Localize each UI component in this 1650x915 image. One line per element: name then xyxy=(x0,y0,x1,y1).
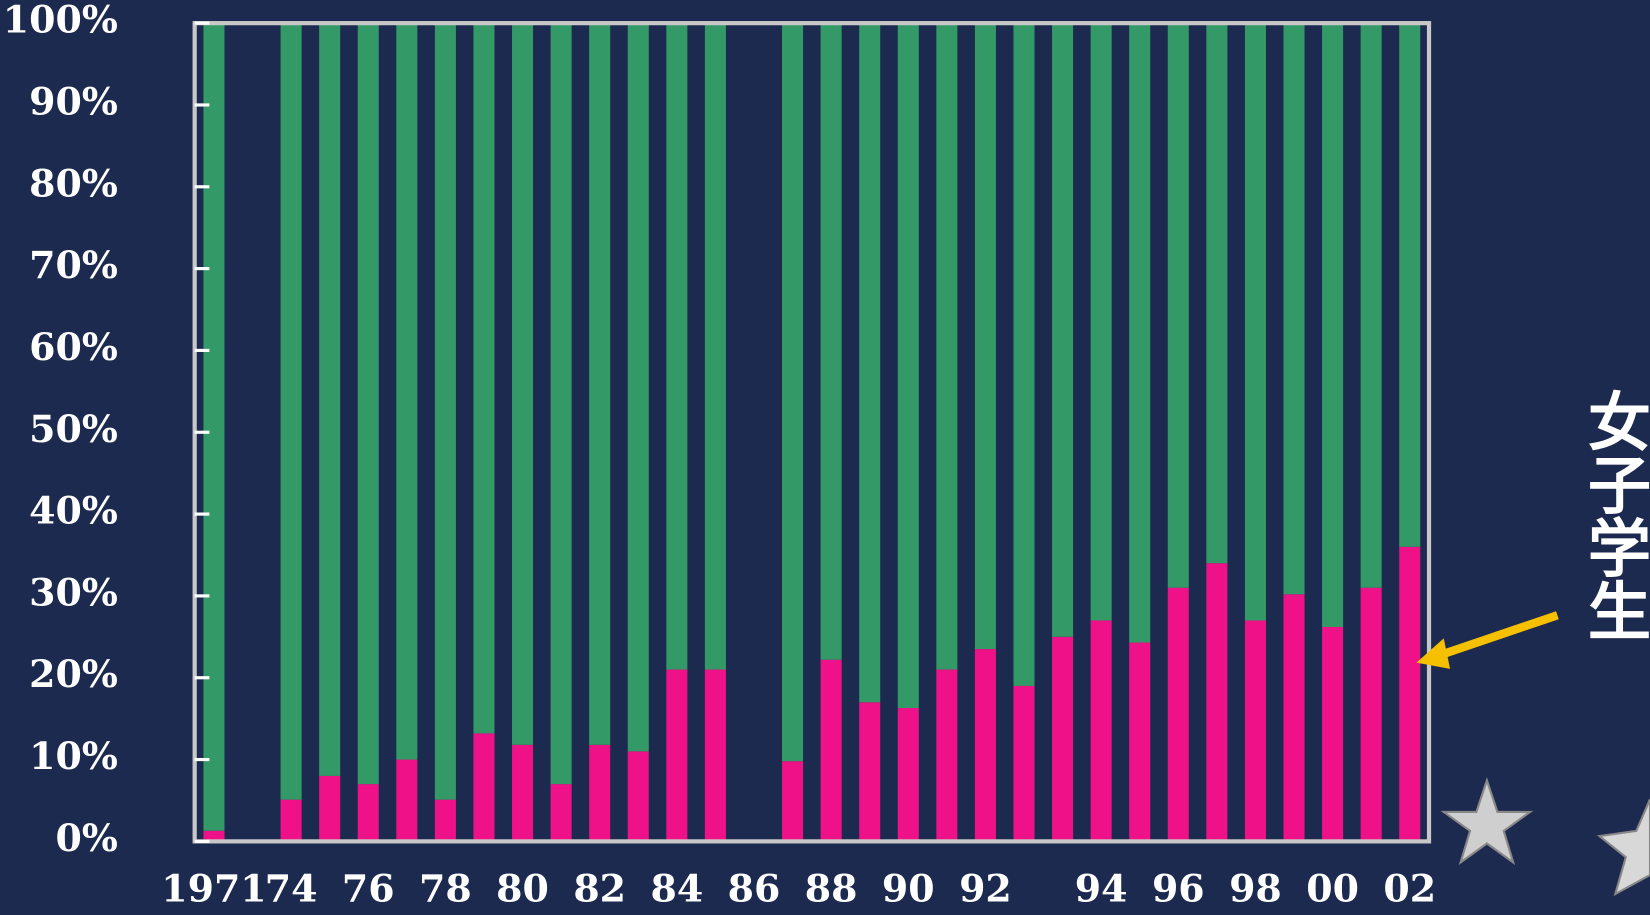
bar-segment xyxy=(705,23,726,669)
page: {"chart_data": {"type": "stacked-bar", "… xyxy=(0,0,1650,915)
bar-segment xyxy=(898,708,919,841)
bar-segment xyxy=(1399,547,1420,842)
bar-segment xyxy=(1245,620,1266,841)
bar-segment xyxy=(473,733,494,841)
x-tick-label: 86 xyxy=(728,865,781,910)
bar-segment xyxy=(435,23,456,800)
x-tick-label: 98 xyxy=(1229,865,1282,910)
bar-segment xyxy=(821,23,842,660)
bar-segment xyxy=(1091,620,1112,841)
bar-segment xyxy=(396,23,417,759)
bar-segment xyxy=(1129,23,1150,642)
bar-segment xyxy=(782,23,803,761)
bar-segment xyxy=(396,760,417,842)
x-tick-label: 88 xyxy=(805,865,858,910)
bar-segment xyxy=(358,784,379,841)
x-tick-label: 84 xyxy=(650,865,703,910)
bar-segment xyxy=(589,745,610,842)
y-tick-label: 60% xyxy=(29,324,118,369)
bar-segment xyxy=(551,23,572,784)
y-tick-label: 40% xyxy=(29,488,118,533)
x-tick-label: 80 xyxy=(496,865,549,910)
bar-segment xyxy=(1168,588,1189,842)
x-tick-label: 00 xyxy=(1306,865,1359,910)
chart: 女子学生 0% 10% 20% 30% 40% 50% 60% 70% 80% 90% 100% 19… xyxy=(0,0,1650,915)
y-tick-label: 100% xyxy=(3,0,118,42)
annotation: 女子学生 xyxy=(1578,389,1650,642)
bar-segment xyxy=(975,23,996,649)
y-tick-label: 0% xyxy=(56,815,118,860)
bar-segment xyxy=(1361,588,1382,842)
x-tick-label: 82 xyxy=(573,865,626,910)
bar-segment xyxy=(1052,23,1073,637)
bar-segment xyxy=(203,23,224,831)
bar-segment xyxy=(435,800,456,842)
bar-segment xyxy=(1013,686,1034,841)
bar-segment xyxy=(666,23,687,669)
bar-segment xyxy=(512,745,533,842)
bar-segment xyxy=(859,23,880,702)
bar-segment xyxy=(319,23,340,776)
y-tick-label: 90% xyxy=(29,78,118,123)
bar-segment xyxy=(782,761,803,841)
bar-segment xyxy=(1129,643,1150,842)
bar-segment xyxy=(1206,563,1227,841)
bar-segment xyxy=(936,670,957,842)
bar-segment xyxy=(1283,594,1304,841)
bar-segment xyxy=(551,784,572,841)
bar-segment xyxy=(1091,23,1112,620)
bar-segment xyxy=(473,23,494,733)
x-tick-label: 02 xyxy=(1383,865,1436,910)
x-tick-label: 90 xyxy=(882,865,935,910)
bar-segment xyxy=(358,23,379,784)
y-tick-label: 80% xyxy=(29,160,118,205)
bar-segment xyxy=(859,702,880,841)
bar-segment xyxy=(1322,627,1343,841)
bar-segment xyxy=(319,776,340,841)
y-tick-label: 70% xyxy=(29,242,118,287)
bar-segment xyxy=(1206,23,1227,563)
bar-segment xyxy=(666,670,687,842)
bar-segment xyxy=(1361,23,1382,588)
x-tick-label: 96 xyxy=(1152,865,1205,910)
y-tick-label: 10% xyxy=(29,733,118,778)
bar-segment xyxy=(1283,23,1304,594)
y-tick-label: 20% xyxy=(29,651,118,696)
bar-segment xyxy=(1322,23,1343,627)
bar-segment xyxy=(898,23,919,708)
y-tick-label: 50% xyxy=(29,406,118,451)
bar-segment xyxy=(628,23,649,751)
x-tick-label: 74 xyxy=(265,865,318,910)
bar-segment xyxy=(975,649,996,841)
bar-segment xyxy=(705,670,726,842)
x-tick-label: 76 xyxy=(342,865,395,910)
bar-segment xyxy=(1052,637,1073,842)
x-tick-label: 78 xyxy=(419,865,472,910)
bar-segment xyxy=(589,23,610,745)
bar-segment xyxy=(281,800,302,842)
bar-segment xyxy=(821,660,842,842)
bar-segment xyxy=(1245,23,1266,620)
y-tick-label: 30% xyxy=(29,569,118,614)
bar-segment xyxy=(512,23,533,745)
bar-segment xyxy=(628,751,649,841)
bar-segment xyxy=(1399,23,1420,547)
bar-segment xyxy=(281,23,302,800)
x-tick-label: 92 xyxy=(959,865,1012,910)
bar-segment xyxy=(1013,23,1034,686)
bar-segment xyxy=(1168,23,1189,588)
bar-segment xyxy=(936,23,957,669)
x-tick-label: 94 xyxy=(1075,865,1128,910)
x-tick-label: 1971 xyxy=(161,865,266,910)
